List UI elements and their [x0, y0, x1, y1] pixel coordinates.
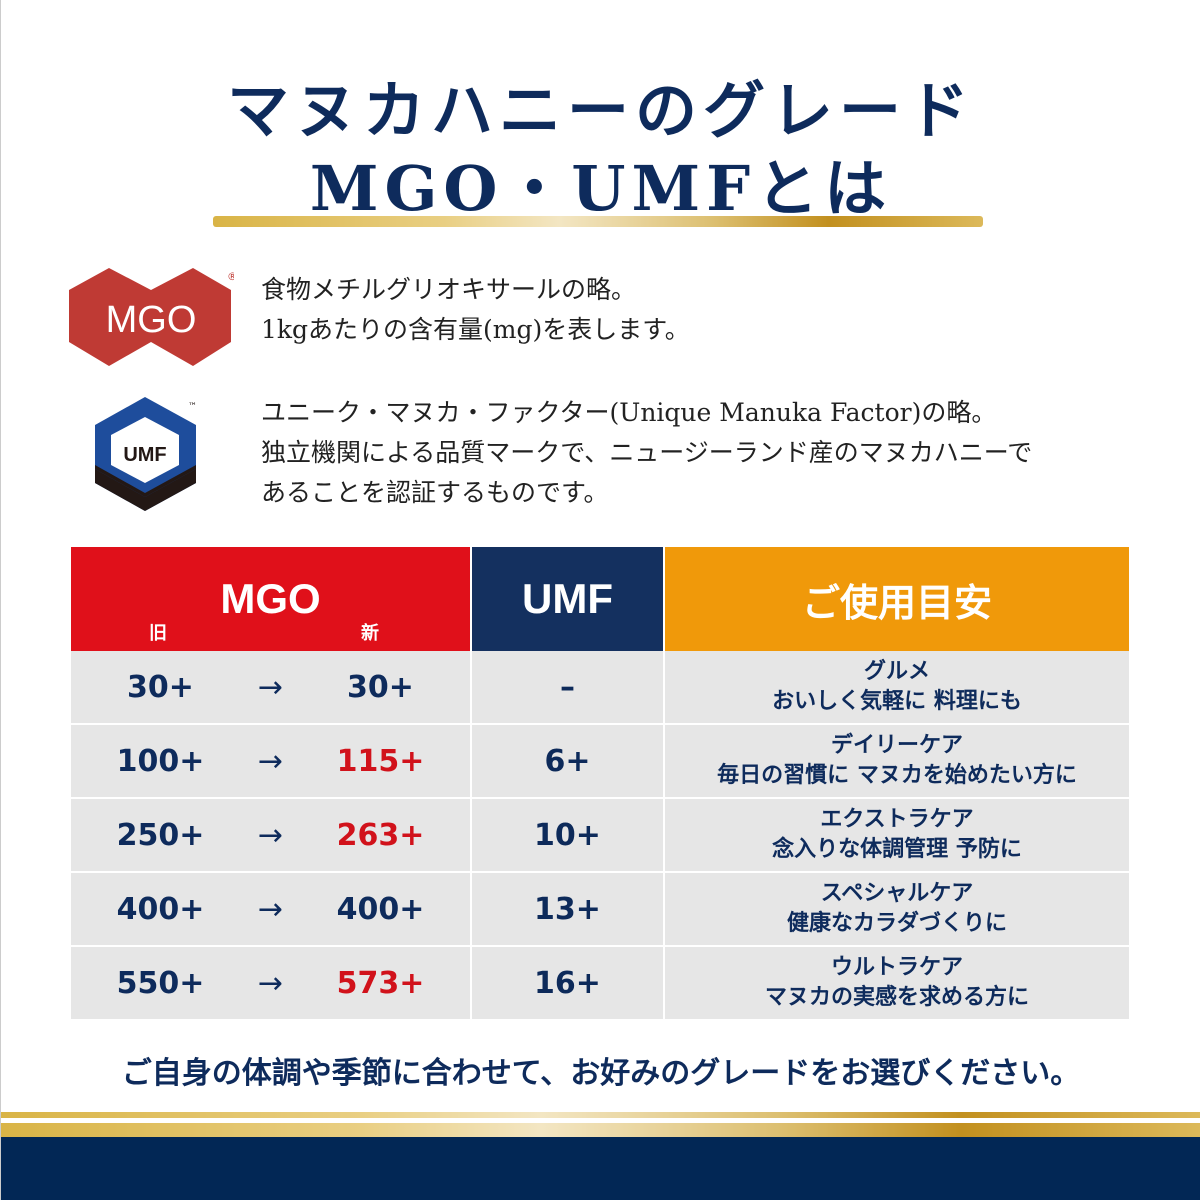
mgo-old: 30+ [127, 669, 194, 705]
mgo-cell: 30+ → 30+ [71, 651, 470, 725]
arrow: → [257, 669, 284, 705]
mgo-desc-line: 食物メチルグリオキサールの略。 [261, 275, 637, 304]
mgo-cell: 250+ → 263+ [71, 799, 470, 873]
umf-desc-line: あることを認証するものです。 [261, 478, 609, 507]
svg-text:®: ® [227, 270, 234, 283]
usage-cell: ウルトラケア マヌカの実感を求める方に [665, 947, 1129, 1021]
table-row: 100+ → 115+ 6+ デイリーケア 毎日の習慣に マヌカを始めたい方に [71, 725, 1129, 799]
mgo-old: 250+ [116, 817, 205, 853]
header-new: 新 [361, 623, 379, 644]
mgo-cell: 100+ → 115+ [71, 725, 470, 799]
mgo-logo: MGO ® [69, 268, 234, 366]
usage-title: グルメ [863, 659, 930, 684]
mgo-cell: 550+ → 573+ [71, 947, 470, 1021]
gold-stripe-thin [1, 1112, 1200, 1118]
mgo-new: 400+ [336, 891, 425, 927]
title-line-2: MGO・UMFとは [309, 152, 893, 225]
svg-text:UMF: UMF [123, 444, 166, 466]
title-line-1: マヌカハニーのグレード [226, 74, 975, 147]
arrow: → [257, 743, 284, 779]
mgo-description: 食物メチルグリオキサールの略。 1kgあたりの含有量(mg)を表します。 [261, 270, 690, 350]
gold-stripe-thick [1, 1123, 1200, 1137]
mgo-new: 30+ [347, 669, 414, 705]
table-row: 250+ → 263+ 10+ エクストラケア 念入りな体調管理 予防に [71, 799, 1129, 873]
grade-table: MGO 旧 新 UMF ご使用目安 30+ → 30+ – グルメ おいしく気軽… [71, 547, 1129, 1021]
table-header: MGO 旧 新 UMF ご使用目安 [71, 547, 1129, 651]
umf-value: 6+ [472, 725, 663, 799]
arrow: → [257, 891, 284, 927]
usage-cell: グルメ おいしく気軽に 料理にも [665, 651, 1129, 725]
mgo-old: 400+ [116, 891, 205, 927]
usage-desc: 健康なカラダづくりに [786, 911, 1007, 936]
mgo-desc-line: 1kgあたりの含有量(mg)を表します。 [261, 315, 690, 344]
usage-title: スペシャルケア [820, 881, 974, 906]
mgo-new: 573+ [336, 965, 425, 1001]
mgo-new: 115+ [336, 743, 425, 779]
header-umf: UMF [472, 547, 663, 651]
table-row: 400+ → 400+ 13+ スペシャルケア 健康なカラダづくりに [71, 873, 1129, 947]
mgo-new: 263+ [336, 817, 425, 853]
umf-value: 16+ [472, 947, 663, 1021]
table-row: 30+ → 30+ – グルメ おいしく気軽に 料理にも [71, 651, 1129, 725]
usage-desc: 念入りな体調管理 予防に [772, 837, 1022, 862]
svg-text:™: ™ [188, 402, 197, 412]
usage-title: エクストラケア [820, 807, 974, 832]
header-usage: ご使用目安 [665, 547, 1129, 651]
umf-value: 10+ [472, 799, 663, 873]
mgo-cell: 400+ → 400+ [71, 873, 470, 947]
arrow: → [257, 817, 284, 853]
usage-title: ウルトラケア [830, 955, 963, 980]
usage-cell: エクストラケア 念入りな体調管理 予防に [665, 799, 1129, 873]
umf-description: ユニーク・マヌカ・ファクター(Unique Manuka Factor)の略。 … [261, 393, 1032, 513]
umf-logo: UMF ™ [95, 397, 197, 511]
usage-desc: 毎日の習慣に マヌカを始めたい方に [717, 763, 1077, 788]
mgo-old: 100+ [116, 743, 205, 779]
usage-title: デイリーケア [830, 733, 963, 758]
svg-text:MGO: MGO [106, 299, 197, 341]
usage-desc: マヌカの実感を求める方に [764, 985, 1029, 1010]
header-mgo: MGO 旧 新 [71, 547, 470, 651]
usage-cell: スペシャルケア 健康なカラダづくりに [665, 873, 1129, 947]
navy-band [1, 1137, 1200, 1200]
title-underline [213, 216, 983, 227]
umf-desc-line: ユニーク・マヌカ・ファクター(Unique Manuka Factor)の略。 [261, 398, 997, 427]
header-mgo-label: MGO [220, 575, 321, 622]
umf-value: – [472, 651, 663, 725]
footer-message: ご自身の体調や季節に合わせて、お好みのグレードをお選びください。 [121, 1056, 1081, 1091]
arrow: → [257, 965, 284, 1001]
umf-desc-line: 独立機関による品質マークで、ニュージーランド産のマヌカハニーで [261, 438, 1033, 467]
usage-cell: デイリーケア 毎日の習慣に マヌカを始めたい方に [665, 725, 1129, 799]
umf-value: 13+ [472, 873, 663, 947]
table-row: 550+ → 573+ 16+ ウルトラケア マヌカの実感を求める方に [71, 947, 1129, 1021]
header-old: 旧 [149, 623, 167, 644]
mgo-old: 550+ [116, 965, 205, 1001]
usage-desc: おいしく気軽に 料理にも [772, 689, 1022, 714]
